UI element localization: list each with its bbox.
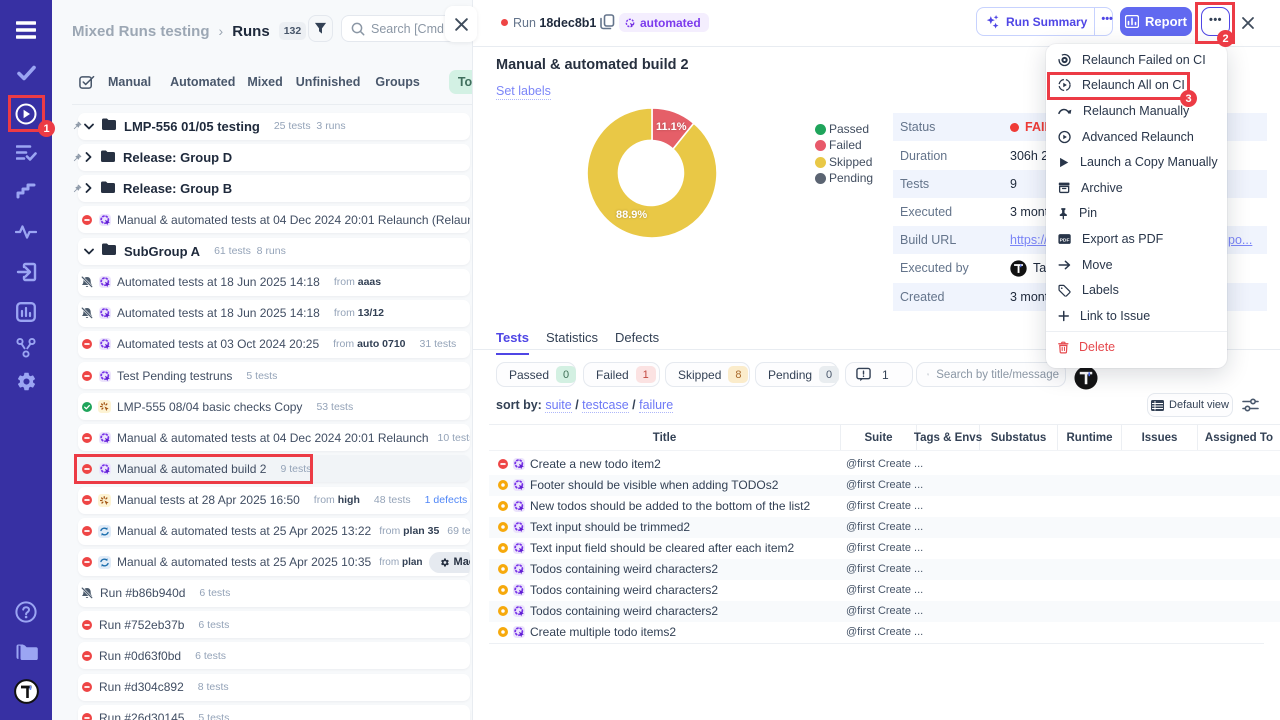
svg-text:PDF: PDF [1060,237,1070,243]
